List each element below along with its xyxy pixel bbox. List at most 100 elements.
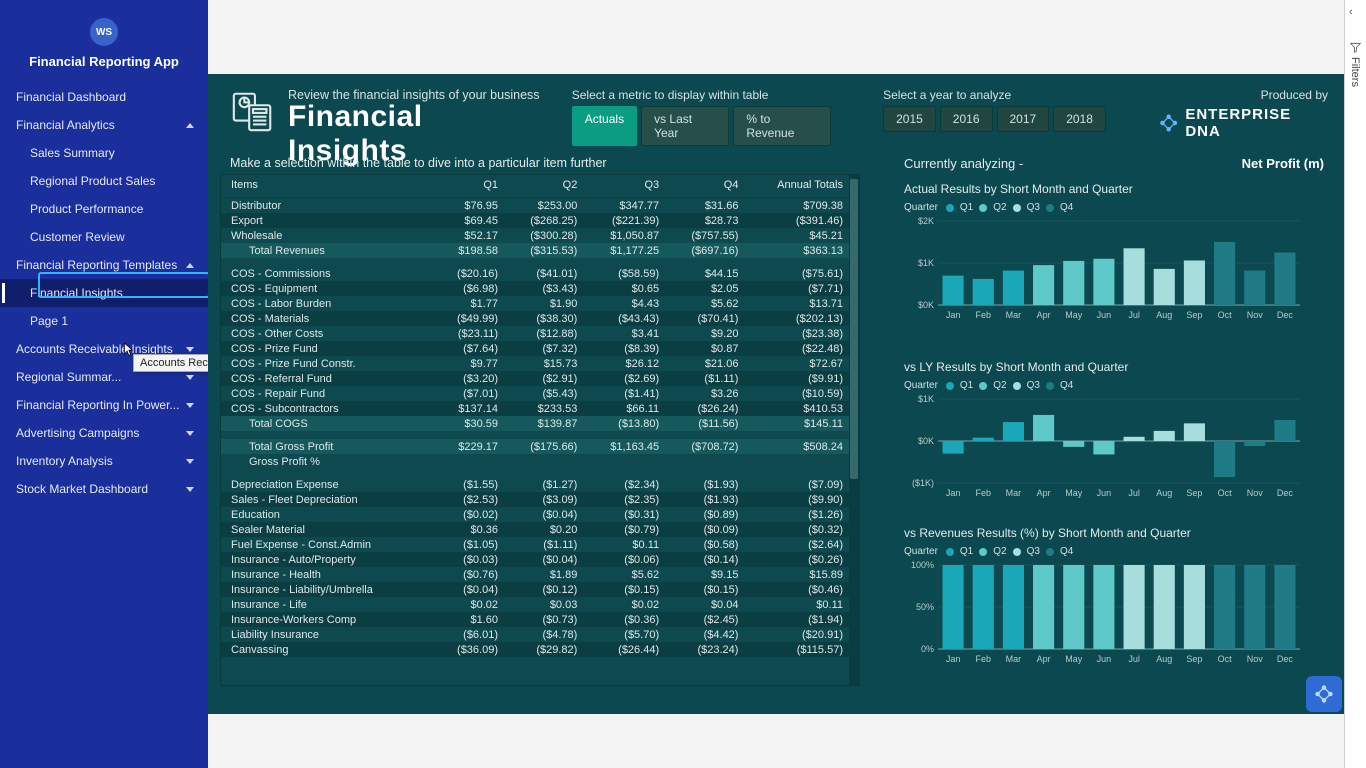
table-row[interactable]: Total COGS$30.59$139.87($13.80)($11.56)$…: [221, 416, 849, 431]
svg-text:Oct: Oct: [1218, 488, 1233, 498]
table-scrollbar[interactable]: [849, 175, 859, 685]
table-row[interactable]: COS - Equipment($6.98)($3.43)$0.65$2.05(…: [221, 281, 849, 296]
table-header[interactable]: Items: [221, 175, 433, 198]
sidebar-item[interactable]: Inventory Analysis: [0, 447, 208, 475]
sidebar-item[interactable]: Financial Analytics: [0, 111, 208, 139]
chart-actual-results[interactable]: Actual Results by Short Month and Quarte…: [904, 182, 1324, 324]
legend-swatch: [979, 548, 987, 556]
table-header[interactable]: Q2: [504, 175, 583, 198]
table-row[interactable]: Gross Profit %: [221, 454, 849, 469]
table-cell: $253.00: [504, 198, 583, 214]
table-cell: ($2.91): [504, 371, 583, 386]
table-row[interactable]: COS - Referral Fund($3.20)($2.91)($2.69)…: [221, 371, 849, 386]
table-cell: ($1.55): [433, 477, 504, 492]
table-row[interactable]: Liability Insurance($6.01)($4.78)($5.70)…: [221, 627, 849, 642]
metric-button[interactable]: vs Last Year: [641, 106, 729, 146]
svg-text:Feb: Feb: [975, 310, 991, 320]
chart-legend: QuarterQ1Q2Q3Q4: [904, 380, 1324, 391]
report-icon: [230, 88, 276, 137]
table-header[interactable]: Q1: [433, 175, 504, 198]
report-top-gap: [208, 0, 1344, 74]
table-cell: ($0.06): [583, 552, 665, 567]
scrollbar-thumb[interactable]: [850, 179, 858, 479]
table-row[interactable]: Total Gross Profit$229.17($175.66)$1,163…: [221, 439, 849, 454]
expand-filters-icon[interactable]: ‹: [1349, 6, 1353, 18]
table-row[interactable]: COS - Labor Burden$1.77$1.90$4.43$5.62$1…: [221, 296, 849, 311]
sidebar-item[interactable]: Customer Review: [0, 223, 208, 251]
sidebar-item[interactable]: Financial Dashboard: [0, 83, 208, 111]
table-row[interactable]: COS - Repair Fund($7.01)($5.43)($1.41)$3…: [221, 386, 849, 401]
table-cell: Total COGS: [221, 416, 433, 431]
metric-button[interactable]: % to Revenue: [733, 106, 831, 146]
table-cell: ($2.34): [583, 477, 665, 492]
svg-text:Jan: Jan: [946, 310, 961, 320]
sidebar-item[interactable]: Financial Reporting In Power...: [0, 391, 208, 419]
filters-label: Filters: [1349, 42, 1361, 87]
svg-text:Dec: Dec: [1277, 310, 1294, 320]
workspace-avatar[interactable]: WS: [90, 18, 118, 46]
table-row[interactable]: COS - Other Costs($23.11)($12.88)$3.41$9…: [221, 326, 849, 341]
table-row[interactable]: Total Revenues$198.58($315.53)$1,177.25(…: [221, 243, 849, 258]
table-cell: $21.06: [665, 356, 744, 371]
table-row[interactable]: COS - Commissions($20.16)($41.01)($58.59…: [221, 266, 849, 281]
table-row[interactable]: Sales - Fleet Depreciation($2.53)($3.09)…: [221, 492, 849, 507]
table-row[interactable]: Insurance - Life$0.02$0.03$0.02$0.04$0.1…: [221, 597, 849, 612]
table-row[interactable]: Depreciation Expense($1.55)($1.27)($2.34…: [221, 477, 849, 492]
table-cell: ($7.01): [433, 386, 504, 401]
svg-text:Sep: Sep: [1186, 654, 1202, 664]
table-row[interactable]: Education($0.02)($0.04)($0.31)($0.89)($1…: [221, 507, 849, 522]
metric-button[interactable]: Actuals: [572, 106, 637, 146]
year-button[interactable]: 2017: [997, 106, 1050, 132]
table-row[interactable]: Insurance - Auto/Property($0.03)($0.04)(…: [221, 552, 849, 567]
sidebar-item-label: Financial Reporting In Power...: [16, 398, 179, 412]
table-row[interactable]: Insurance-Workers Comp$1.60($0.73)($0.36…: [221, 612, 849, 627]
year-button[interactable]: 2018: [1053, 106, 1106, 132]
chart-legend: QuarterQ1Q2Q3Q4: [904, 546, 1324, 557]
sidebar-item[interactable]: Product Performance: [0, 195, 208, 223]
sidebar-item[interactable]: Page 1: [0, 307, 208, 335]
sidebar-item[interactable]: Stock Market Dashboard: [0, 475, 208, 503]
year-button[interactable]: 2015: [883, 106, 936, 132]
table-row[interactable]: COS - Subcontractors$137.14$233.53$66.11…: [221, 401, 849, 416]
table-row[interactable]: Export$69.45($268.25)($221.39)$28.73($39…: [221, 213, 849, 228]
table-cell: $1,050.87: [583, 228, 665, 243]
table-row[interactable]: Canvassing($36.09)($29.82)($26.44)($23.2…: [221, 642, 849, 657]
sidebar-item[interactable]: Financial Reporting Templates: [0, 251, 208, 279]
table-row[interactable]: Fuel Expense - Const.Admin($1.05)($1.11)…: [221, 537, 849, 552]
table-cell: $31.66: [665, 198, 744, 214]
table-cell: ($1.05): [433, 537, 504, 552]
svg-text:$1K: $1K: [918, 395, 934, 404]
sidebar-item[interactable]: Advertising Campaigns: [0, 419, 208, 447]
corner-badge[interactable]: [1306, 676, 1342, 712]
table-row[interactable]: Sealer Material$0.36$0.20($0.79)($0.09)(…: [221, 522, 849, 537]
sidebar-item[interactable]: Sales Summary: [0, 139, 208, 167]
table-row[interactable]: COS - Prize Fund($7.64)($7.32)($8.39)$0.…: [221, 341, 849, 356]
chart-vs-ly[interactable]: vs LY Results by Short Month and Quarter…: [904, 360, 1324, 502]
table-header[interactable]: Q3: [583, 175, 665, 198]
table-row[interactable]: Insurance - Health($0.76)$1.89$5.62$9.15…: [221, 567, 849, 582]
table-row[interactable]: Distributor$76.95$253.00$347.77$31.66$70…: [221, 198, 849, 214]
chart-vs-revenue-pct[interactable]: vs Revenues Results (%) by Short Month a…: [904, 526, 1324, 668]
svg-text:Jun: Jun: [1097, 488, 1112, 498]
table-cell: ($315.53): [504, 243, 583, 258]
filters-pane-collapsed[interactable]: ‹ Filters: [1344, 0, 1366, 768]
financial-table[interactable]: ItemsQ1Q2Q3Q4Annual TotalsDistributor$76…: [220, 174, 860, 686]
legend-label: Q2: [993, 202, 1006, 213]
table-row[interactable]: Insurance - Liability/Umbrella($0.04)($0…: [221, 582, 849, 597]
sidebar-item[interactable]: Financial Insights: [0, 279, 208, 307]
table-row[interactable]: COS - Prize Fund Constr.$9.77$15.73$26.1…: [221, 356, 849, 371]
table-cell: ($22.48): [744, 341, 849, 356]
year-button[interactable]: 2016: [940, 106, 993, 132]
legend-swatch: [1046, 548, 1054, 556]
sidebar-item-label: Inventory Analysis: [16, 454, 113, 468]
table-header[interactable]: Annual Totals: [744, 175, 849, 198]
sidebar-item[interactable]: Regional Product Sales: [0, 167, 208, 195]
chevron-down-icon: [186, 459, 194, 464]
table-row[interactable]: Wholesale$52.17($300.28)$1,050.87($757.5…: [221, 228, 849, 243]
table-cell: ($23.11): [433, 326, 504, 341]
table-cell: ($4.78): [504, 627, 583, 642]
table-cell: ($1.11): [504, 537, 583, 552]
table-header[interactable]: Q4: [665, 175, 744, 198]
svg-text:Jul: Jul: [1128, 654, 1140, 664]
table-row[interactable]: COS - Materials($49.99)($38.30)($43.43)(…: [221, 311, 849, 326]
